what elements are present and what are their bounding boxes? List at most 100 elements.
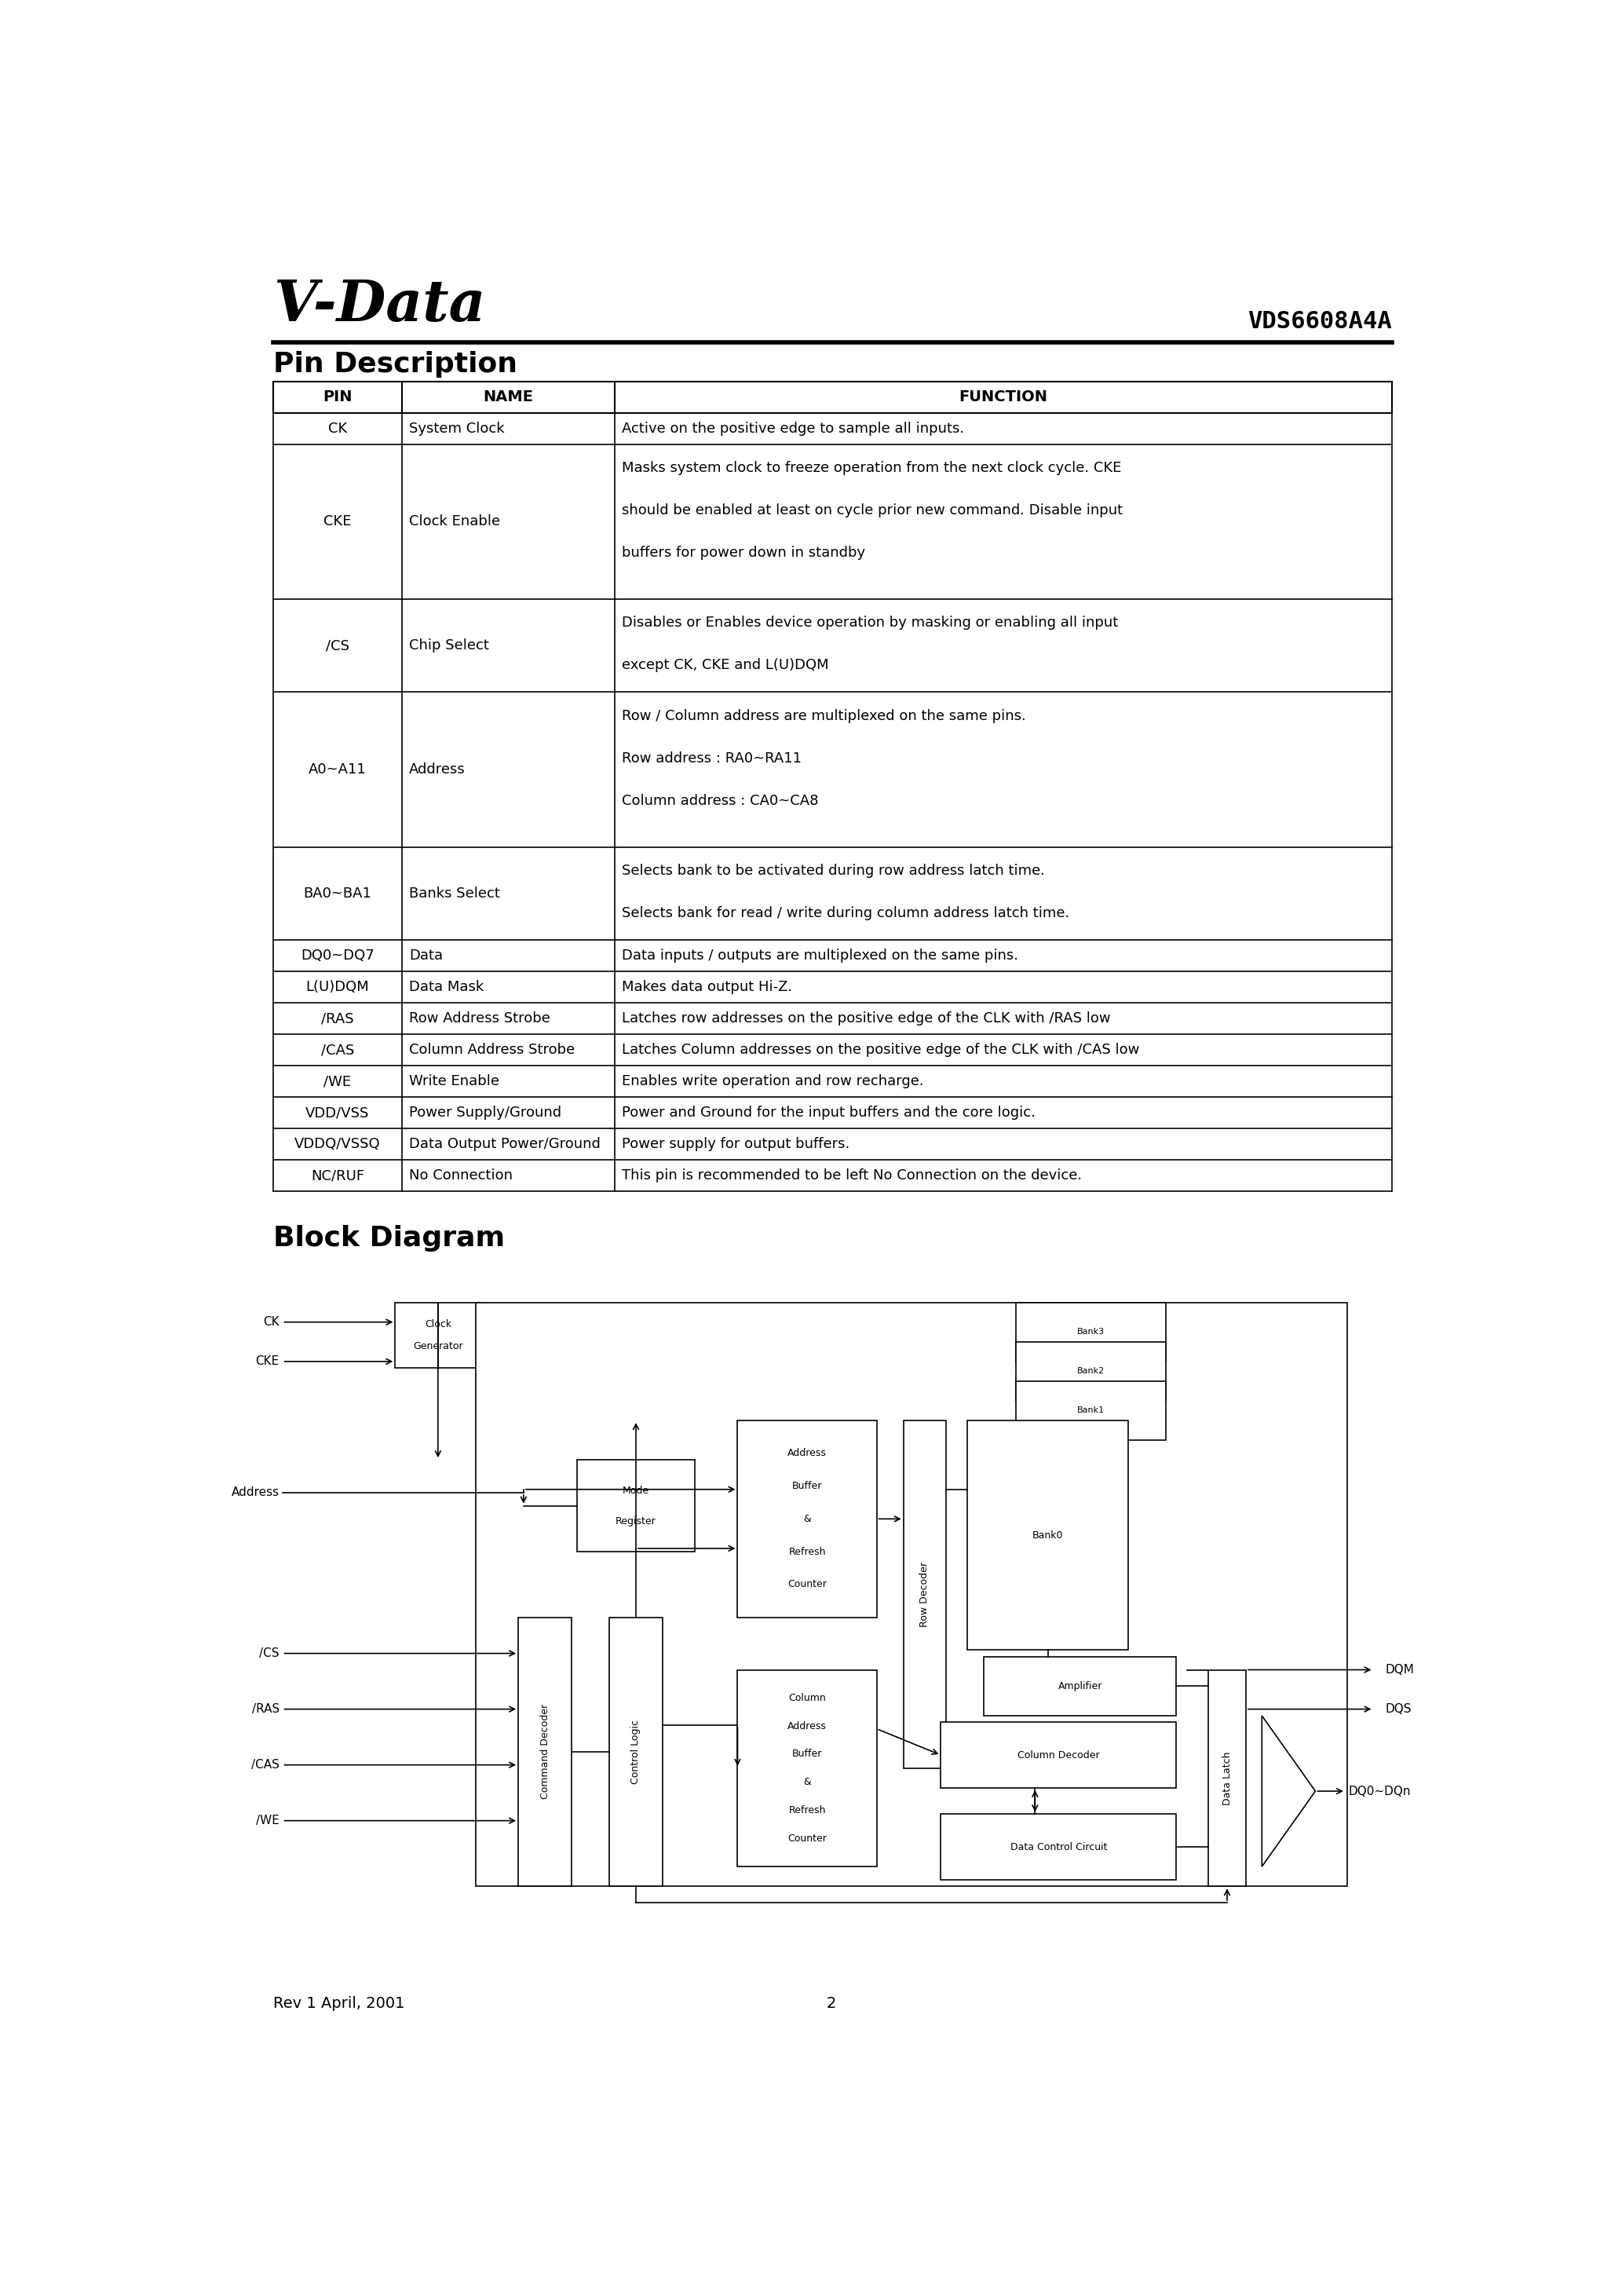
Text: Refresh: Refresh (788, 1548, 826, 1557)
Bar (941, 1722, 1176, 1789)
Text: Bank1: Bank1 (1077, 1407, 1105, 1414)
Text: FUNCTION: FUNCTION (959, 390, 1048, 404)
Text: Register: Register (616, 1515, 657, 1527)
Text: NAME: NAME (483, 390, 534, 404)
Text: Buffer: Buffer (792, 1481, 822, 1490)
Text: Column address : CA0~CA8: Column address : CA0~CA8 (621, 794, 819, 808)
Text: VDS6608A4A: VDS6608A4A (1247, 310, 1392, 333)
Text: L(U)DQM: L(U)DQM (307, 980, 370, 994)
Text: Data Output Power/Ground: Data Output Power/Ground (409, 1137, 600, 1150)
Text: Clock Enable: Clock Enable (409, 514, 500, 528)
Text: /CAS: /CAS (251, 1759, 279, 1770)
Text: NC/RUF: NC/RUF (311, 1169, 365, 1182)
Bar (1015, 1302, 1166, 1362)
Bar (1015, 1382, 1166, 1440)
Text: Address: Address (409, 762, 466, 776)
Text: DQM: DQM (1385, 1665, 1414, 1676)
Bar (1015, 1341, 1166, 1401)
Text: Address: Address (232, 1488, 279, 1499)
Text: Command Decoder: Command Decoder (540, 1704, 550, 1800)
Text: Counter: Counter (788, 1835, 827, 1844)
Text: Data Latch: Data Latch (1221, 1752, 1233, 1805)
Text: &: & (803, 1513, 811, 1525)
Bar (738, 1421, 876, 1616)
Text: Bank0: Bank0 (1032, 1529, 1064, 1541)
Text: Refresh: Refresh (788, 1805, 826, 1816)
Bar (610, 1616, 663, 1887)
Text: /WE: /WE (256, 1814, 279, 1828)
Text: V-Data: V-Data (272, 278, 485, 333)
Text: Enables write operation and row recharge.: Enables write operation and row recharge… (621, 1075, 923, 1088)
Text: Disables or Enables device operation by masking or enabling all input: Disables or Enables device operation by … (621, 615, 1118, 629)
Text: VDDQ/VSSQ: VDDQ/VSSQ (295, 1137, 381, 1150)
Text: buffers for power down in standby: buffers for power down in standby (621, 546, 865, 560)
Polygon shape (1262, 1715, 1315, 1867)
Text: Active on the positive edge to sample all inputs.: Active on the positive edge to sample al… (621, 422, 963, 436)
Text: Makes data output Hi-Z.: Makes data output Hi-Z. (621, 980, 792, 994)
Text: Row Decoder: Row Decoder (920, 1561, 929, 1628)
Text: Generator: Generator (414, 1341, 462, 1352)
Text: /CS: /CS (326, 638, 349, 652)
Text: Power supply for output buffers.: Power supply for output buffers. (621, 1137, 850, 1150)
Text: Bank3: Bank3 (1077, 1327, 1105, 1336)
Bar (517, 1616, 571, 1887)
Text: Counter: Counter (788, 1580, 827, 1589)
Text: Data: Data (409, 948, 443, 962)
Text: /RAS: /RAS (251, 1704, 279, 1715)
Text: Mode: Mode (623, 1486, 649, 1495)
Text: Column Address Strobe: Column Address Strobe (409, 1042, 576, 1056)
Text: Pin Description: Pin Description (272, 351, 517, 379)
Bar (475, 1302, 1348, 1887)
Bar (903, 1421, 946, 1768)
Text: Address: Address (788, 1449, 827, 1458)
Text: /CS: /CS (260, 1649, 279, 1660)
Text: Bank2: Bank2 (1077, 1368, 1105, 1375)
Text: CK: CK (263, 1316, 279, 1327)
Text: A0~A11: A0~A11 (308, 762, 367, 776)
Text: Column Decoder: Column Decoder (1017, 1750, 1100, 1761)
Text: CKE: CKE (324, 514, 352, 528)
Text: Buffer: Buffer (792, 1750, 822, 1759)
Text: Row Address Strobe: Row Address Strobe (409, 1013, 550, 1026)
Text: Power and Ground for the input buffers and the core logic.: Power and Ground for the input buffers a… (621, 1107, 1035, 1120)
Text: Masks system clock to freeze operation from the next clock cycle. CKE: Masks system clock to freeze operation f… (621, 461, 1121, 475)
Text: DQ0~DQn: DQ0~DQn (1348, 1786, 1411, 1798)
Text: except CK, CKE and L(U)DQM: except CK, CKE and L(U)DQM (621, 659, 829, 673)
Text: Latches Column addresses on the positive edge of the CLK with /CAS low: Latches Column addresses on the positive… (621, 1042, 1139, 1056)
Text: Selects bank to be activated during row address latch time.: Selects bank to be activated during row … (621, 863, 1045, 877)
Text: Power Supply/Ground: Power Supply/Ground (409, 1107, 561, 1120)
Bar (941, 1814, 1176, 1880)
Text: /CAS: /CAS (321, 1042, 354, 1056)
Text: Amplifier: Amplifier (1058, 1681, 1101, 1692)
Text: VDD/VSS: VDD/VSS (305, 1107, 370, 1120)
Text: Selects bank for read / write during column address latch time.: Selects bank for read / write during col… (621, 907, 1069, 921)
Bar (738, 1669, 876, 1867)
Text: This pin is recommended to be left No Connection on the device.: This pin is recommended to be left No Co… (621, 1169, 1082, 1182)
Text: Row / Column address are multiplexed on the same pins.: Row / Column address are multiplexed on … (621, 709, 1025, 723)
Text: Address: Address (788, 1722, 827, 1731)
Text: Data inputs / outputs are multiplexed on the same pins.: Data inputs / outputs are multiplexed on… (621, 948, 1019, 962)
Text: Block Diagram: Block Diagram (272, 1224, 504, 1251)
Text: PIN: PIN (323, 390, 352, 404)
Text: /WE: /WE (324, 1075, 352, 1088)
Text: Data Control Circuit: Data Control Circuit (1011, 1841, 1108, 1853)
Text: Column: Column (788, 1692, 826, 1704)
Bar (983, 1658, 1176, 1715)
Text: Row address : RA0~RA11: Row address : RA0~RA11 (621, 751, 801, 765)
Bar (396, 1302, 480, 1368)
Text: Rev 1 April, 2001: Rev 1 April, 2001 (272, 1995, 406, 2011)
Text: &: & (803, 1777, 811, 1786)
Text: No Connection: No Connection (409, 1169, 513, 1182)
Text: CK: CK (328, 422, 347, 436)
Text: Data Mask: Data Mask (409, 980, 483, 994)
Text: CKE: CKE (256, 1355, 279, 1368)
Text: should be enabled at least on cycle prior new command. Disable input: should be enabled at least on cycle prio… (621, 503, 1122, 517)
Text: DQ0~DQ7: DQ0~DQ7 (300, 948, 375, 962)
Bar (1208, 1669, 1246, 1887)
Text: /RAS: /RAS (321, 1013, 354, 1026)
Text: System Clock: System Clock (409, 422, 504, 436)
Bar (577, 1460, 694, 1552)
Text: Write Enable: Write Enable (409, 1075, 500, 1088)
Text: 2: 2 (827, 1995, 835, 2011)
Text: BA0~BA1: BA0~BA1 (303, 886, 371, 900)
